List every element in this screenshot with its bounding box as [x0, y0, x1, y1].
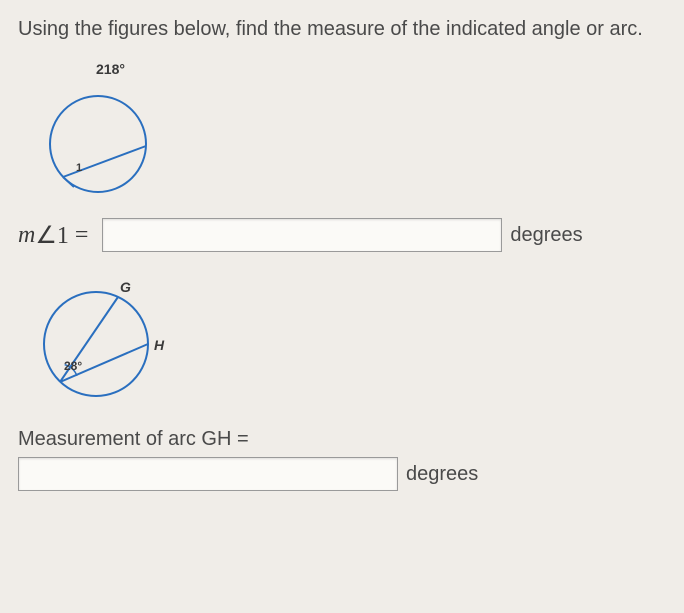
answer-input-1[interactable] [102, 218, 502, 252]
instruction-text: Using the figures below, find the measur… [18, 14, 666, 44]
fig2-h-label: H [154, 337, 165, 353]
arc-equation-label: Measurement of arc GH = [18, 428, 666, 451]
eq1-units: degrees [510, 224, 582, 247]
eq1-equals: = [75, 222, 89, 249]
figure-2-svg: 28° G H [18, 262, 178, 422]
figure-1-svg: 218° 1 [18, 54, 178, 214]
fig1-angle-marker: 1 [76, 162, 82, 174]
equation-2-row: degrees [18, 457, 666, 491]
fig2-angle-label: 28° [64, 359, 82, 373]
fig2-g-label: G [120, 279, 131, 295]
fig2-circle [44, 292, 148, 396]
eq2-units: degrees [406, 463, 478, 486]
answer-input-2[interactable] [18, 457, 398, 491]
figure-1: 218° 1 [18, 54, 178, 214]
figure-2: 28° G H [18, 262, 178, 422]
fig1-chord2 [63, 177, 74, 187]
eq1-m: m [18, 222, 35, 249]
eq1-angle: ∠1 [35, 221, 69, 250]
equation-1-row: m ∠1 = degrees [18, 218, 666, 252]
fig1-arc-label: 218° [96, 61, 125, 77]
arc-equation-text: Measurement of arc GH = [18, 428, 249, 450]
